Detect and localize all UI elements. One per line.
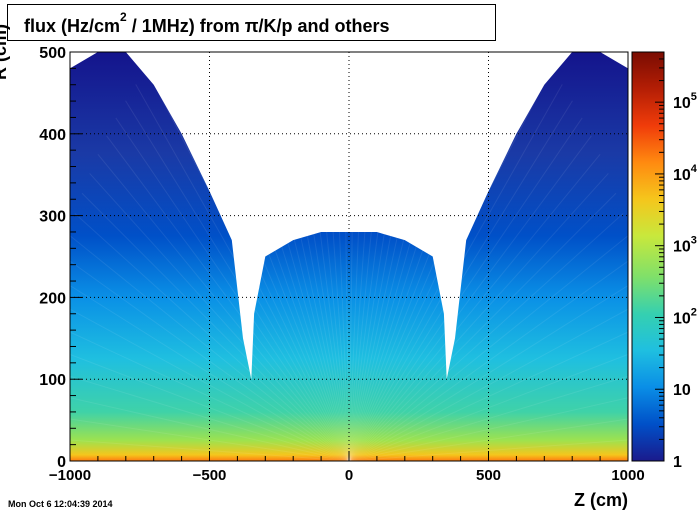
chart-title: flux (Hz/cm2 / 1MHz) from π/K/p and othe…: [24, 10, 390, 36]
flux-streak: [74, 213, 350, 461]
flux-streak: [348, 52, 525, 461]
flux-streak: [233, 52, 350, 461]
flux-streak: [348, 308, 628, 461]
flux-streak: [205, 52, 350, 461]
flux-streak: [348, 284, 628, 461]
flux-streak: [348, 68, 553, 461]
chart-title-box: flux (Hz/cm2 / 1MHz) from π/K/p and othe…: [7, 4, 496, 41]
flux-streak: [348, 117, 583, 461]
colorbar-tick-label: 1: [673, 454, 682, 471]
colorbar-tick-label: 10: [673, 382, 691, 399]
flux-streak: [70, 439, 350, 461]
flux-streak: [348, 52, 438, 461]
flux-streak: [189, 52, 350, 461]
x-tick-label: −1000: [49, 467, 91, 484]
flux-streak: [348, 397, 628, 461]
flux-streak: [348, 260, 628, 461]
flux-streak: [70, 308, 350, 461]
flux-streak: [70, 260, 350, 461]
flux-streak: [70, 375, 350, 461]
x-tick-label: 1000: [611, 467, 644, 484]
flux-streak: [156, 53, 350, 461]
flux-streak: [348, 418, 628, 461]
flux-streak: [135, 84, 350, 461]
y-tick-label: 400: [39, 127, 66, 144]
flux-streak: [320, 52, 350, 461]
y-tick-label: 300: [39, 209, 66, 226]
y-tick-label: 500: [39, 45, 66, 62]
x-axis: −1000 −500 0 500 1000: [49, 451, 645, 484]
flux-streak: [219, 52, 350, 461]
flux-streak: [348, 52, 402, 461]
flux-streak: [70, 418, 350, 461]
x-tick-label: 500: [476, 467, 501, 484]
y-tick-label: 100: [39, 372, 66, 389]
colorbar-tick-label: 104: [673, 163, 698, 184]
flux-streak: [348, 52, 367, 461]
flux-streak: [173, 52, 350, 461]
flux-streak: [348, 84, 563, 461]
grid-lines: [70, 52, 628, 461]
flux-streak: [70, 397, 350, 461]
flux-streak: [348, 52, 378, 461]
flux-streak: [348, 100, 573, 461]
flux-streak: [348, 52, 509, 461]
flux-streak: [348, 153, 601, 461]
y-tick-label: 0: [57, 454, 66, 471]
flux-streak: [106, 135, 350, 461]
flux-streak: [348, 52, 451, 461]
flux-streak: [260, 52, 350, 461]
flux-streak: [348, 173, 609, 461]
flux-streak: [348, 52, 493, 461]
flux-streak: [348, 52, 413, 461]
flux-streak: [296, 52, 350, 461]
flux-streak: [348, 235, 628, 461]
flux-streak: [331, 52, 350, 461]
flux-streak: [70, 353, 350, 461]
colorbar-tick-label: 103: [673, 235, 697, 256]
y-axis: 0 100 200 300 400 500: [39, 45, 82, 471]
flux-streak: [70, 235, 350, 461]
flux-streak: [145, 68, 350, 461]
flux-streak: [81, 192, 350, 461]
colorbar-tick-label: 102: [673, 306, 697, 327]
flux-streak: [247, 52, 350, 461]
flux-streak: [115, 117, 350, 461]
flux-streak: [97, 153, 350, 461]
flux-streak: [348, 52, 390, 461]
x-tick-label: 0: [345, 467, 353, 484]
flux-streak: [348, 192, 617, 461]
flux-streak: [348, 52, 465, 461]
y-tick-label: 200: [39, 290, 66, 307]
flux-streak: [348, 52, 356, 461]
x-tick-label: −500: [193, 467, 227, 484]
y-axis-label: R (cm): [0, 23, 10, 80]
flux-streak: [125, 100, 350, 461]
flux-streak: [89, 173, 350, 461]
flux-streak: [272, 52, 350, 461]
flux-streak: [70, 284, 350, 461]
flux-streak: [348, 331, 628, 461]
flux-streak: [348, 53, 542, 461]
flux-streak: [285, 52, 350, 461]
flux-streak: [348, 375, 628, 461]
x-axis-label: Z (cm): [574, 490, 628, 510]
flux-streak: [348, 52, 426, 461]
flux-streak: [348, 213, 624, 461]
colorbar-axis: 1 10 102 103 104 105: [655, 51, 698, 471]
flux-streak: [70, 331, 350, 461]
flux-streaks: [70, 52, 628, 461]
flux-streak: [348, 135, 592, 461]
flux-streak: [308, 52, 350, 461]
timestamp: Mon Oct 6 12:04:39 2014: [8, 499, 113, 509]
flux-streak: [348, 439, 628, 461]
flux-streak: [348, 353, 628, 461]
colorbar-tick-label: 105: [673, 91, 697, 112]
flux-streak: [348, 52, 479, 461]
flux-streak: [342, 52, 350, 461]
